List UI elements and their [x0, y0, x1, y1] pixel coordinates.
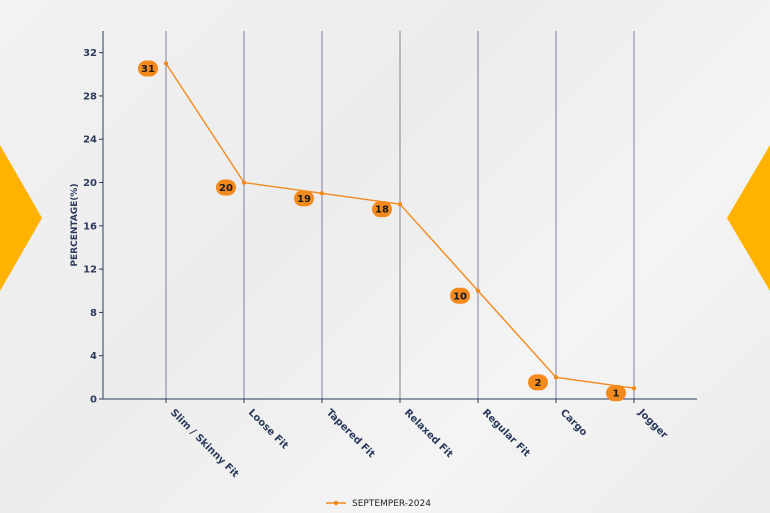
data-label: 10 [453, 291, 467, 302]
x-tick-label: Cargo [558, 407, 589, 438]
data-point [163, 61, 169, 66]
right-decor-triangle [727, 145, 770, 291]
x-tick-label: Regular Fit [480, 407, 532, 459]
legend-marker-dot [333, 500, 339, 506]
y-tick-label: 4 [90, 351, 97, 362]
y-tick-label: 28 [83, 91, 97, 102]
data-label-bg [528, 374, 548, 391]
data-label: 20 [219, 183, 233, 194]
data-label-bg [606, 385, 626, 402]
data-label-bg [294, 190, 314, 207]
data-label: 2 [535, 378, 542, 389]
x-tick-label: Loose Fit [246, 407, 290, 451]
data-label: 18 [375, 205, 389, 216]
legend: SEPTEMPER-2024 [326, 499, 431, 509]
data-point [319, 191, 325, 196]
x-tick-labels: Slim / Skinny Fit Loose Fit Tapered Fit Rel… [168, 407, 670, 480]
data-point [397, 201, 403, 207]
y-tick-label: 8 [90, 308, 97, 319]
data-point [631, 385, 637, 391]
data-label: 1 [613, 389, 620, 400]
data-label: 31 [141, 64, 155, 75]
data-label: 19 [297, 194, 311, 205]
x-tick-label: Jogger [635, 407, 669, 441]
y-tick-labels: 0 4 8 12 16 20 24 28 32 [83, 48, 97, 405]
data-label-bg [138, 60, 158, 77]
y-tick-label: 0 [90, 395, 97, 406]
legend-entry: SEPTEMPER-2024 [352, 499, 431, 509]
left-decor-triangle [0, 145, 42, 291]
y-tick-label: 24 [83, 135, 97, 146]
data-label-bg [372, 201, 392, 218]
y-tick-label: 16 [83, 221, 97, 232]
x-tick-label: Slim / Skinny Fit [168, 407, 241, 480]
grid-lines [165, 31, 635, 399]
axes [99, 31, 697, 403]
y-axis-title: PERCENTAGE(%) [70, 183, 80, 266]
data-label-bg [450, 287, 470, 304]
series [163, 61, 637, 391]
data-point [553, 375, 559, 380]
y-tick-label: 32 [83, 48, 97, 59]
x-tick-label: Relaxed Fit [402, 407, 455, 460]
background-decor [0, 145, 770, 291]
y-tick-label: 12 [83, 265, 97, 276]
data-label-bg [216, 179, 236, 196]
data-point [241, 180, 247, 185]
data-labels: 31 20 19 18 10 2 1 [138, 60, 626, 402]
y-tick-label: 20 [83, 178, 97, 189]
x-tick-label: Tapered Fit [324, 407, 377, 460]
data-point [475, 288, 481, 293]
